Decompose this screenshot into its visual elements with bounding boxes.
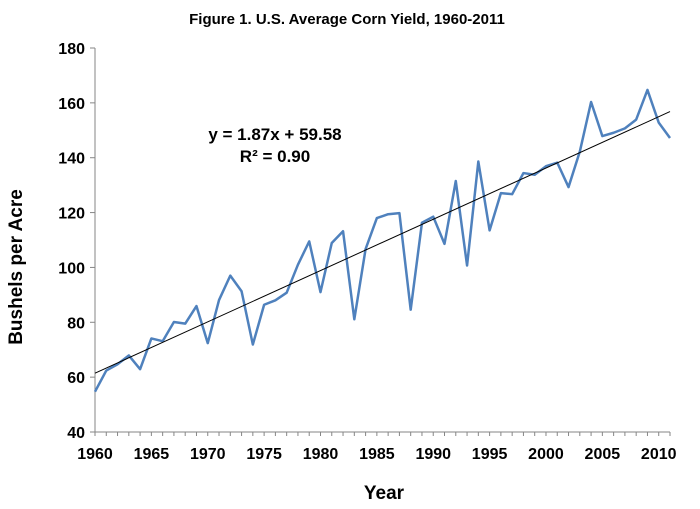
- series-line-corn-yield: [93, 88, 672, 393]
- x-tick-label: 2010: [641, 446, 677, 463]
- x-tick-label: 1985: [359, 446, 395, 463]
- x-axis-label: Year: [364, 483, 405, 504]
- x-tick-label: 2000: [528, 446, 564, 463]
- x-tick-label: 1990: [415, 446, 451, 463]
- x-tick-label: 1960: [77, 446, 113, 463]
- y-tick-label: 80: [67, 315, 85, 332]
- y-tick-label: 40: [67, 425, 85, 442]
- x-tick-label: 1980: [303, 446, 339, 463]
- y-tick-label: 140: [58, 151, 85, 168]
- x-tick-label: 1995: [472, 446, 508, 463]
- y-tick-label: 100: [58, 260, 85, 277]
- trendline-layer: [94, 111, 671, 374]
- x-tick-label: 1970: [190, 446, 226, 463]
- x-tick-label: 2005: [585, 446, 621, 463]
- y-tick-labels: 40 60 80 100 120 140 160 180: [58, 41, 85, 442]
- y-tick-label: 180: [58, 41, 85, 58]
- y-tick-label: 60: [67, 370, 85, 387]
- series-layer: [93, 88, 672, 393]
- x-tick-labels: 1960 1965 1970 1975 1980 1985 1990 1995 2000 2005…: [77, 446, 676, 463]
- x-tick-label: 1965: [134, 446, 170, 463]
- y-tick-label: 120: [58, 206, 85, 223]
- trendline-equation: y = 1.87x + 59.58: [208, 125, 341, 144]
- y-tick-label: 160: [58, 96, 85, 113]
- x-tick-label: 1975: [246, 446, 282, 463]
- y-axis-label: Bushels per Acre: [6, 189, 27, 345]
- chart-title: Figure 1. U.S. Average Corn Yield, 1960-…: [189, 11, 505, 28]
- axes: [90, 47, 671, 436]
- trendline-r-squared: R² = 0.90: [240, 147, 310, 166]
- trendline: [94, 111, 671, 374]
